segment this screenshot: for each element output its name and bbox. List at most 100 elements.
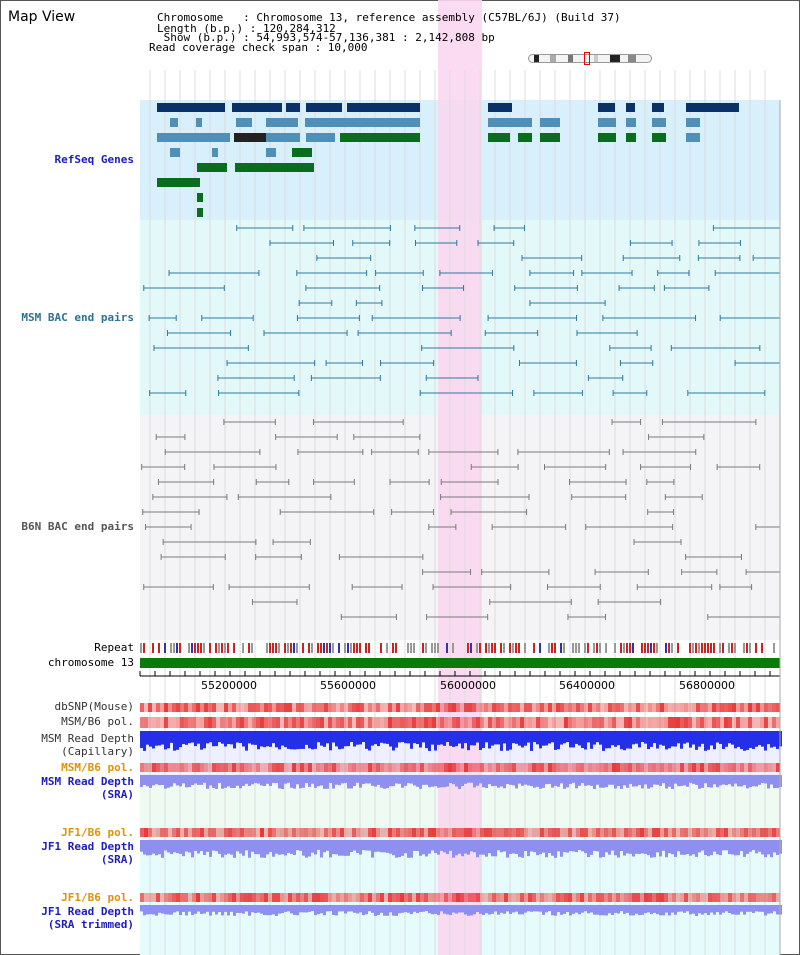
jf1-pol2-heat-cell xyxy=(492,893,496,902)
jf1-sra-depth-bar xyxy=(305,840,308,858)
gene-feature xyxy=(686,118,700,127)
msm-sra-depth-bar xyxy=(518,775,521,784)
jf1-sra-depth-bar xyxy=(569,840,572,852)
jf1-trimmed-depth-bar xyxy=(584,905,587,912)
msm-capillary-depth-bar xyxy=(302,731,305,749)
repeat-element xyxy=(191,643,193,653)
msm-pol-heat-cell xyxy=(348,717,352,728)
msm-capillary-depth-bar xyxy=(566,731,569,743)
dbsnp-heat-cell xyxy=(676,703,680,712)
jf1-pol-heat-cell xyxy=(336,828,340,837)
jf1-pol-heat-cell xyxy=(536,828,540,837)
jf1-pol2-heat-cell xyxy=(516,893,520,902)
jf1-trimmed-depth-bar xyxy=(245,905,248,912)
msm-capillary-depth-bar xyxy=(581,731,584,749)
jf1-trimmed-depth-bar xyxy=(557,905,560,913)
jf1-trimmed-depth-bar xyxy=(215,905,218,915)
msm-pol-heat-cell xyxy=(316,717,320,728)
jf1-trimmed-depth-bar xyxy=(614,905,617,913)
msm-pol2-heat-cell xyxy=(168,763,172,772)
jf1-sra-depth-bar xyxy=(260,840,263,858)
jf1-trimmed-depth-bar xyxy=(752,905,755,913)
jf1-pol-heat-cell xyxy=(572,828,576,837)
msm-pol2-heat-cell xyxy=(552,763,556,772)
jf1-trimmed-depth-bar xyxy=(425,905,428,912)
jf1-sra-depth-bar xyxy=(671,840,674,855)
jf1-pol2-heat-cell xyxy=(160,893,164,902)
jf1-sra-depth-bar xyxy=(776,840,779,855)
jf1-pol-heat-cell xyxy=(220,828,224,837)
msm-sra-depth-bar xyxy=(641,775,644,789)
repeat-element xyxy=(548,643,550,653)
msm-sra-depth-bar xyxy=(755,775,758,787)
jf1-sra-depth-bar xyxy=(365,840,368,851)
jf1-pol2-heat-cell xyxy=(264,893,268,902)
msm-pol-heat-cell xyxy=(380,717,384,728)
jf1-trimmed-depth-bar xyxy=(536,905,539,912)
repeat-element xyxy=(395,643,397,653)
msm-pol-heat-cell xyxy=(764,717,768,728)
jf1-pol-heat-cell xyxy=(496,828,500,837)
msm-capillary-depth-bar xyxy=(191,731,194,743)
jf1-pol2-heat-cell xyxy=(424,893,428,902)
jf1-sra-depth-bar xyxy=(503,840,506,852)
msm-sra-depth-bar xyxy=(323,775,326,789)
msm-sra-depth-bar xyxy=(581,775,584,784)
gene-feature xyxy=(157,133,230,142)
msm-capillary-depth-bar xyxy=(257,731,260,750)
jf1-trimmed-depth-bar xyxy=(695,905,698,916)
msm-capillary-depth-bar xyxy=(503,731,506,744)
msm-sra-depth-bar xyxy=(350,775,353,789)
msm-pol2-heat-cell xyxy=(196,763,200,772)
jf1-pol-heat-cell xyxy=(464,828,468,837)
jf1-pol-heat-cell xyxy=(524,828,528,837)
jf1-pol-heat-cell xyxy=(272,828,276,837)
jf1-trimmed-depth-bar xyxy=(569,905,572,916)
jf1-sra-depth-bar xyxy=(266,840,269,855)
dbsnp-heat-cell xyxy=(440,703,444,712)
repeat-element xyxy=(707,643,709,653)
repeat-element xyxy=(179,643,181,653)
msm-sra-depth-bar xyxy=(374,775,377,787)
repeat-element xyxy=(194,643,196,653)
dbsnp-heat-cell xyxy=(220,703,224,712)
jf1-trimmed-depth-bar xyxy=(470,905,473,916)
msm-capillary-depth-bar xyxy=(674,731,677,747)
jf1-trimmed-depth-bar xyxy=(407,905,410,913)
msm-pol2-heat-cell xyxy=(492,763,496,772)
jf1-trimmed-depth-bar xyxy=(299,905,302,913)
gene-feature xyxy=(347,103,420,112)
dbsnp-heat-cell xyxy=(712,703,716,712)
jf1-pol-heat-cell xyxy=(204,828,208,837)
jf1-pol2-heat-cell xyxy=(772,893,776,902)
dbsnp-heat-cell xyxy=(500,703,504,712)
jf1-trimmed-depth-bar xyxy=(149,905,152,915)
jf1-pol-heat-cell xyxy=(332,828,336,837)
gene-feature xyxy=(540,118,560,127)
msm-sra-depth-bar xyxy=(194,775,197,784)
msm-pol-heat-cell xyxy=(304,717,308,728)
dbsnp-heat-cell xyxy=(508,703,512,712)
jf1-pol-heat-cell xyxy=(248,828,252,837)
repeat-element xyxy=(251,643,253,653)
chromosome-ideogram[interactable] xyxy=(528,52,652,65)
jf1-sra-depth-bar xyxy=(419,840,422,856)
jf1-pol-heat-cell xyxy=(164,828,168,837)
msm-capillary-depth-bar xyxy=(212,731,215,747)
jf1-pol2-heat-cell xyxy=(708,893,712,902)
msm-capillary-depth-bar xyxy=(599,731,602,745)
msm-pol-heat-cell xyxy=(156,717,160,728)
jf1-trimmed-depth-bar xyxy=(347,905,350,912)
jf1-pol-heat-cell xyxy=(688,828,692,837)
msm-pol-heat-cell xyxy=(428,717,432,728)
repeat-element xyxy=(425,643,427,653)
msm-sra-depth-bar xyxy=(140,775,143,787)
msm-capillary-depth-bar xyxy=(263,731,266,748)
msm-sra-depth-bar xyxy=(443,775,446,788)
msm-capillary-depth-bar xyxy=(476,731,479,743)
msm-pol2-heat-cell xyxy=(320,763,324,772)
msm-capillary-depth-bar xyxy=(206,731,209,744)
jf1-sra-depth-bar xyxy=(635,840,638,854)
jf1-pol-heat-cell xyxy=(732,828,736,837)
